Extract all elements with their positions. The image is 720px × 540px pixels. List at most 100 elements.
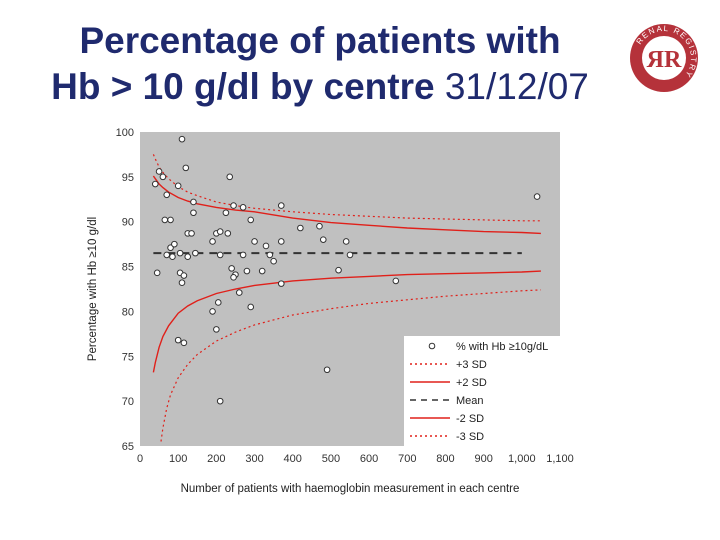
y-tick-label: 80	[122, 306, 134, 318]
data-point	[169, 253, 176, 261]
data-point	[155, 168, 163, 175]
series-line	[160, 289, 541, 442]
data-point	[190, 209, 197, 217]
data-point	[184, 253, 192, 261]
data-point	[171, 240, 178, 248]
legend-point-marker	[428, 342, 436, 350]
data-point	[180, 272, 188, 279]
title-line-2-text: Hb > 10 g/dl by centre	[51, 66, 435, 107]
data-point	[178, 135, 186, 143]
logo-inner-disc	[642, 36, 686, 80]
x-tick-label: 400	[284, 453, 302, 465]
data-point	[216, 251, 224, 259]
x-tick-label: 300	[245, 453, 263, 465]
data-point	[392, 277, 400, 285]
x-tick-label: 800	[436, 453, 454, 465]
data-point	[163, 191, 171, 199]
data-point	[297, 224, 304, 232]
data-point	[533, 193, 541, 200]
x-tick-label: 700	[398, 453, 416, 465]
y-tick-label: 85	[122, 262, 134, 274]
legend-label: -2 SD	[456, 413, 484, 425]
series-line	[152, 175, 541, 235]
x-tick-label: 1,000	[508, 453, 536, 465]
legend-label: +3 SD	[456, 359, 487, 371]
x-tick-label: 600	[360, 453, 378, 465]
data-point	[174, 182, 182, 190]
data-point	[216, 397, 224, 405]
data-point	[163, 251, 171, 259]
series-line	[152, 154, 541, 222]
title-line-2: Hb > 10 g/dl by centre 31/12/07	[0, 64, 640, 110]
x-tick-label: 0	[137, 453, 143, 465]
data-point	[342, 238, 350, 245]
data-point	[270, 257, 277, 265]
data-point	[277, 280, 285, 287]
series-line	[152, 270, 541, 373]
x-tick-label: 200	[207, 453, 225, 465]
data-point	[159, 173, 167, 181]
data-point	[192, 249, 199, 257]
data-point	[247, 216, 255, 224]
data-point	[178, 279, 186, 287]
data-point	[262, 242, 270, 250]
data-point	[222, 209, 230, 217]
x-tick-label: 1,100	[546, 453, 574, 465]
legend-label: -3 SD	[456, 431, 484, 443]
data-point	[216, 228, 224, 235]
legend-items: % with Hb ≥10g/dL +3 SD +2 SD Mean -2 SD -3 S…	[410, 341, 548, 443]
data-point	[190, 198, 197, 206]
data-point	[174, 336, 182, 344]
y-tick-label: 75	[122, 351, 134, 363]
data-point	[346, 251, 354, 259]
data-point	[247, 303, 255, 311]
data-point	[239, 204, 247, 211]
title-line-1: Percentage of patients with	[0, 18, 640, 64]
x-tick-label: 500	[322, 453, 340, 465]
data-point	[323, 366, 331, 374]
data-point	[228, 265, 235, 272]
y-tick-label: 90	[122, 217, 134, 229]
legend-box	[404, 336, 560, 446]
data-point	[167, 216, 174, 224]
title-date: 31/12/07	[444, 66, 589, 107]
data-point	[151, 180, 159, 188]
y-tick-label: 100	[116, 127, 134, 139]
data-point	[180, 339, 188, 347]
data-point	[214, 299, 222, 306]
x-tick-label: 900	[474, 453, 492, 465]
legend-label: Mean	[456, 395, 484, 407]
sd-curves	[152, 154, 541, 442]
x-axis-label: Number of patients with haemoglobin meas…	[181, 483, 520, 495]
logo-letters: ЯR	[647, 47, 682, 73]
data-points	[151, 135, 541, 405]
data-point	[153, 269, 161, 277]
data-point	[188, 230, 195, 237]
legend: % with Hb ≥10g/dL +3 SD +2 SD Mean -2 SD -3 S…	[404, 336, 560, 446]
data-point	[230, 274, 237, 281]
data-point	[209, 238, 216, 245]
data-point	[258, 267, 266, 275]
data-point	[226, 173, 234, 181]
data-point	[319, 236, 327, 243]
data-point	[251, 238, 258, 245]
legend-label: % with Hb ≥10g/dL	[456, 341, 548, 353]
data-point	[230, 202, 237, 209]
title-line-1-text: Percentage of patients with	[79, 20, 561, 61]
data-point	[277, 202, 285, 209]
scatter-chart: 65 70 75 80 85 90 95 100 0 100 200 300 400 500 600 700…	[87, 127, 574, 495]
data-point	[176, 249, 184, 257]
x-tick-labels: 0 100 200 300 400 500 600 700 800 900 1,000 1,100	[137, 453, 574, 465]
data-point	[209, 308, 216, 315]
data-point	[182, 164, 190, 172]
data-point	[277, 238, 285, 245]
x-tick-label: 100	[169, 453, 187, 465]
data-point	[266, 251, 274, 259]
data-point	[335, 266, 342, 274]
data-point	[161, 216, 169, 224]
y-tick-label: 70	[122, 396, 134, 408]
page-title: Percentage of patients with Hb > 10 g/dl…	[0, 18, 640, 110]
legend-label: +2 SD	[456, 377, 487, 389]
y-axis-label: Percentage with Hb ≥10 g/dl	[87, 217, 99, 361]
renal-registry-logo: RENAL REGISTRY ЯR	[630, 24, 698, 92]
